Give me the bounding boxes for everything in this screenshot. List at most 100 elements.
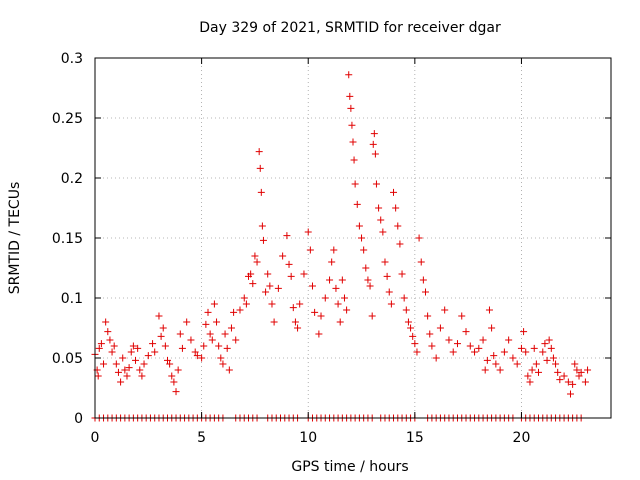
x-tick-label: 10	[299, 430, 317, 446]
x-axis-label: GPS time / hours	[291, 459, 408, 475]
data-point	[426, 330, 434, 338]
data-point	[347, 104, 355, 112]
data-point	[394, 222, 402, 230]
data-point	[106, 336, 114, 344]
data-point	[475, 344, 483, 352]
data-point	[564, 378, 572, 386]
data-point	[402, 306, 410, 314]
y-axis-label: SRMTID / TECUs	[7, 182, 23, 295]
data-point	[191, 348, 199, 356]
data-point	[289, 304, 297, 312]
data-point	[520, 328, 528, 336]
data-point	[119, 354, 127, 362]
data-point	[522, 348, 530, 356]
data-point	[266, 282, 274, 290]
data-point	[132, 356, 140, 364]
x-tick-label: 20	[513, 430, 531, 446]
data-point	[532, 360, 540, 368]
data-point	[138, 372, 146, 380]
data-point	[300, 270, 308, 278]
data-point	[351, 180, 359, 188]
data-point	[417, 258, 425, 266]
data-point	[539, 348, 547, 356]
data-point	[123, 372, 131, 380]
data-point	[304, 228, 312, 236]
data-point	[449, 348, 457, 356]
data-point	[419, 276, 427, 284]
data-point	[134, 344, 142, 352]
data-point	[262, 288, 270, 296]
data-point	[274, 284, 282, 292]
data-point	[481, 366, 489, 374]
data-point	[479, 336, 487, 344]
data-point	[144, 352, 152, 360]
data-point	[157, 332, 165, 340]
data-point	[140, 360, 148, 368]
data-point	[513, 360, 521, 368]
data-point	[219, 360, 227, 368]
data-point	[349, 138, 357, 146]
data-point	[392, 204, 400, 212]
data-point	[174, 366, 182, 374]
data-point	[127, 348, 135, 356]
data-point	[428, 342, 436, 350]
data-point	[94, 372, 102, 380]
data-point	[110, 342, 118, 350]
data-point	[526, 378, 534, 386]
data-point	[242, 300, 250, 308]
data-point	[411, 340, 419, 348]
data-point	[413, 348, 421, 356]
data-point	[168, 372, 176, 380]
data-point	[554, 368, 562, 376]
data-point	[178, 344, 186, 352]
data-point	[253, 258, 261, 266]
data-point	[208, 336, 216, 344]
data-point	[547, 344, 555, 352]
data-point	[247, 270, 255, 278]
data-point	[97, 340, 105, 348]
data-point	[383, 272, 391, 280]
data-point	[306, 246, 314, 254]
data-point	[328, 258, 336, 266]
data-point	[230, 308, 238, 316]
data-point	[294, 324, 302, 332]
data-point	[385, 288, 393, 296]
data-point	[114, 368, 122, 376]
data-point	[343, 306, 351, 314]
data-point	[387, 300, 395, 308]
data-point	[560, 372, 568, 380]
data-point	[317, 312, 325, 320]
data-point	[102, 318, 110, 326]
data-point	[552, 360, 560, 368]
data-point	[466, 342, 474, 350]
x-tick-label: 0	[91, 430, 100, 446]
data-point	[353, 200, 361, 208]
data-point	[581, 378, 589, 386]
data-point	[240, 294, 248, 302]
data-point	[108, 348, 116, 356]
data-point	[569, 380, 577, 388]
data-point	[264, 270, 272, 278]
data-point	[424, 312, 432, 320]
data-point	[338, 276, 346, 284]
data-point	[366, 282, 374, 290]
data-point	[283, 232, 291, 240]
data-point	[149, 340, 157, 348]
data-point	[112, 360, 120, 368]
data-point	[221, 330, 229, 338]
data-point	[279, 252, 287, 260]
x-tick-label: 5	[197, 430, 206, 446]
data-point	[355, 222, 363, 230]
data-point	[336, 318, 344, 326]
data-point	[187, 336, 195, 344]
data-point	[268, 300, 276, 308]
data-point	[360, 246, 368, 254]
data-point	[308, 282, 316, 290]
data-point	[121, 366, 129, 374]
data-point	[396, 240, 404, 248]
data-point	[584, 366, 592, 374]
y-tick-label: 0.1	[61, 291, 83, 307]
y-tick-label: 0.2	[61, 171, 83, 187]
data-point	[330, 246, 338, 254]
